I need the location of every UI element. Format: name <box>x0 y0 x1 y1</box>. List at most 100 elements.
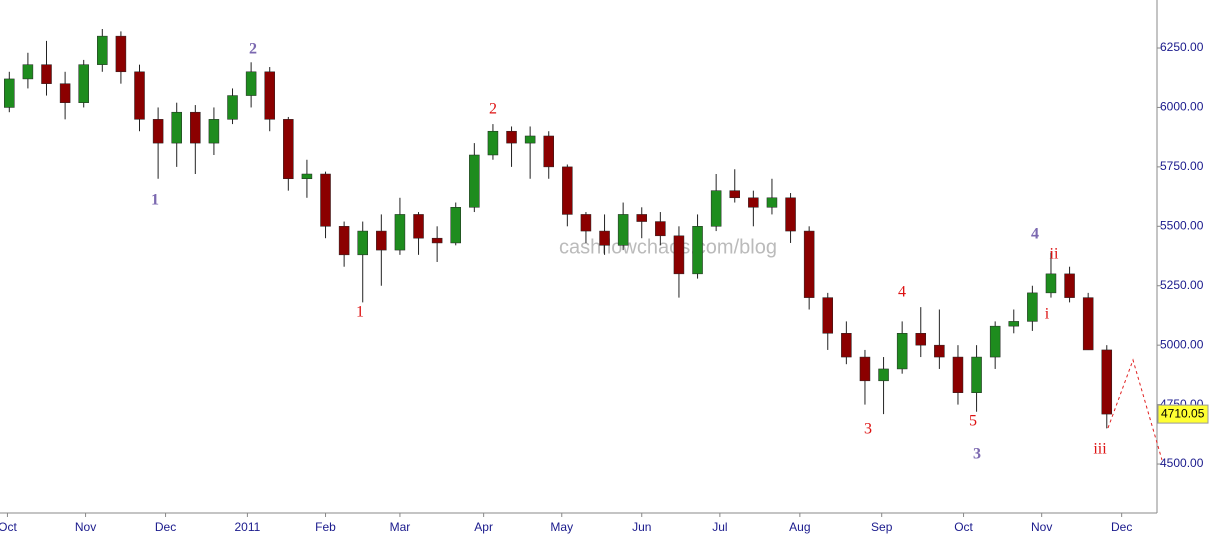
wave-label: 4 <box>898 284 906 301</box>
candle-body <box>264 71 275 120</box>
candle-body <box>357 230 368 256</box>
candle-body <box>599 230 610 246</box>
x-tick-label: Jun <box>632 520 651 534</box>
candle-body <box>952 356 964 393</box>
candle-body <box>227 95 238 120</box>
candle-body <box>655 221 666 237</box>
wave-label: 2 <box>249 41 257 58</box>
wave-label: 2 <box>489 101 497 118</box>
candle-body <box>1101 349 1113 415</box>
candle-body <box>115 35 127 73</box>
x-tick-label: Oct <box>954 520 973 534</box>
x-tick-label: Jul <box>712 520 727 534</box>
candle-body <box>580 214 592 232</box>
candle-body <box>152 119 164 144</box>
candle-body <box>301 173 313 180</box>
candle-body <box>469 154 480 208</box>
candle-body <box>841 333 852 358</box>
x-tick-label: Aug <box>789 520 810 534</box>
candle-body <box>97 35 108 65</box>
candle-body <box>1008 321 1020 327</box>
x-tick-label: Dec <box>155 520 176 534</box>
last-price-box <box>1157 404 1209 424</box>
candle-body <box>1045 273 1057 294</box>
wave-label: 5 <box>969 413 977 430</box>
y-tick-label: 5250.00 <box>1160 278 1204 292</box>
candle-body <box>878 368 889 382</box>
x-tick-label: Mar <box>390 520 411 534</box>
wave-label: ii <box>1050 246 1059 263</box>
candle-body <box>896 333 908 370</box>
x-tick-label: Apr <box>474 520 493 534</box>
candle-body <box>431 237 443 244</box>
watermark: cashflowchaos.com/blog <box>559 236 777 258</box>
y-tick-label: 5000.00 <box>1160 337 1204 351</box>
y-tick-label: 6000.00 <box>1160 100 1204 114</box>
candle-body <box>245 71 257 96</box>
y-tick-label: 4500.00 <box>1160 456 1204 470</box>
x-tick-label: Nov <box>75 520 96 534</box>
x-tick-label: Dec <box>1111 520 1132 534</box>
candle-body <box>822 297 834 334</box>
candle-body <box>859 356 871 382</box>
candle-body <box>989 325 1001 358</box>
candle-body <box>710 190 722 227</box>
wave-label: 4 <box>1031 226 1039 243</box>
candle-body <box>283 119 294 180</box>
candle-body <box>543 135 554 168</box>
candle-body <box>1064 273 1075 298</box>
candle-body <box>692 226 703 275</box>
wave-label: i <box>1045 306 1050 323</box>
candle-body <box>59 83 71 103</box>
candle-body <box>134 71 145 120</box>
x-tick-label: Sep <box>871 520 893 534</box>
candle-body <box>190 111 201 144</box>
candle-body <box>413 214 424 239</box>
candle-body <box>171 111 182 144</box>
candle-body <box>450 207 461 244</box>
y-tick-label: 6250.00 <box>1160 40 1204 54</box>
candle-body <box>617 214 629 246</box>
projection-line <box>1107 358 1163 461</box>
candle-body <box>785 197 796 232</box>
candle-body <box>524 135 536 144</box>
candle-body <box>934 344 945 358</box>
candle-body <box>636 214 647 222</box>
wave-label: 1 <box>356 304 364 321</box>
wave-label: 1 <box>151 192 159 209</box>
candle-body <box>562 166 573 215</box>
candle-body <box>915 333 927 346</box>
candle-body <box>41 64 52 84</box>
y-tick-label: 5750.00 <box>1160 159 1204 173</box>
candle-body <box>729 190 741 199</box>
candle-body <box>766 197 778 208</box>
candle-body <box>22 64 34 80</box>
candle-body <box>1027 292 1038 322</box>
y-tick-label: 5500.00 <box>1160 218 1204 232</box>
candle-body <box>78 64 89 103</box>
wave-label: 3 <box>864 421 872 438</box>
x-tick-label: 2011 <box>234 520 260 534</box>
candle-body <box>320 173 331 227</box>
candle-body <box>803 230 815 298</box>
x-tick-label: Nov <box>1031 520 1052 534</box>
last-price-label: 4710.05 <box>1161 406 1205 420</box>
candle-body <box>487 130 499 156</box>
candle-body <box>376 230 387 251</box>
candle-body <box>673 235 685 275</box>
candle-body <box>338 226 350 256</box>
wave-label: 3 <box>973 446 981 463</box>
x-tick-label: Oct <box>0 520 17 534</box>
x-tick-label: Feb <box>315 520 336 534</box>
candle-body <box>1082 297 1094 351</box>
candle-body <box>971 356 982 393</box>
candle-body <box>748 197 759 208</box>
candle-body <box>506 130 517 144</box>
candle-body <box>4 78 15 108</box>
candle-body <box>394 214 406 251</box>
candle-body <box>208 119 220 144</box>
x-tick-label: May <box>550 520 573 534</box>
wave-label: iii <box>1093 441 1107 458</box>
